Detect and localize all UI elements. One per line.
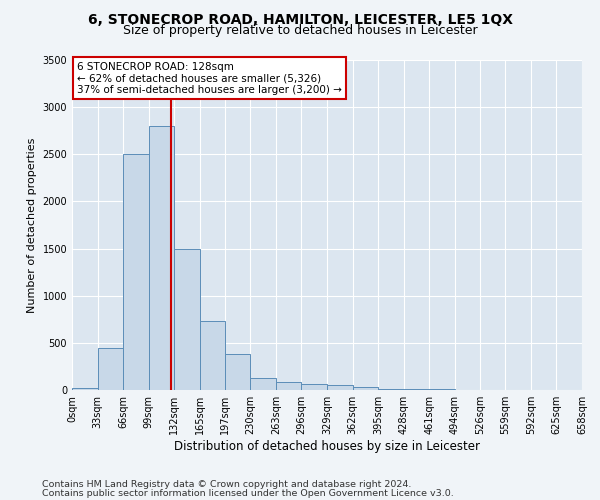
Text: Size of property relative to detached houses in Leicester: Size of property relative to detached ho…	[122, 24, 478, 37]
Bar	[72, 388, 98, 390]
Bar	[353, 387, 378, 390]
Bar	[301, 384, 327, 390]
Bar	[98, 348, 123, 390]
Bar	[404, 389, 430, 390]
X-axis label: Distribution of detached houses by size in Leicester: Distribution of detached houses by size …	[174, 440, 480, 453]
Bar	[276, 382, 301, 390]
Bar	[123, 154, 149, 390]
Bar	[175, 248, 200, 390]
Bar	[200, 321, 224, 390]
Text: 6 STONECROP ROAD: 128sqm
← 62% of detached houses are smaller (5,326)
37% of sem: 6 STONECROP ROAD: 128sqm ← 62% of detach…	[77, 62, 342, 95]
Bar	[430, 389, 455, 390]
Bar	[327, 385, 353, 390]
Bar	[224, 354, 250, 390]
Bar	[378, 388, 404, 390]
Text: 6, STONECROP ROAD, HAMILTON, LEICESTER, LE5 1QX: 6, STONECROP ROAD, HAMILTON, LEICESTER, …	[88, 12, 512, 26]
Bar	[149, 126, 175, 390]
Text: Contains HM Land Registry data © Crown copyright and database right 2024.: Contains HM Land Registry data © Crown c…	[42, 480, 412, 489]
Text: Contains public sector information licensed under the Open Government Licence v3: Contains public sector information licen…	[42, 488, 454, 498]
Y-axis label: Number of detached properties: Number of detached properties	[27, 138, 37, 312]
Bar	[250, 378, 276, 390]
